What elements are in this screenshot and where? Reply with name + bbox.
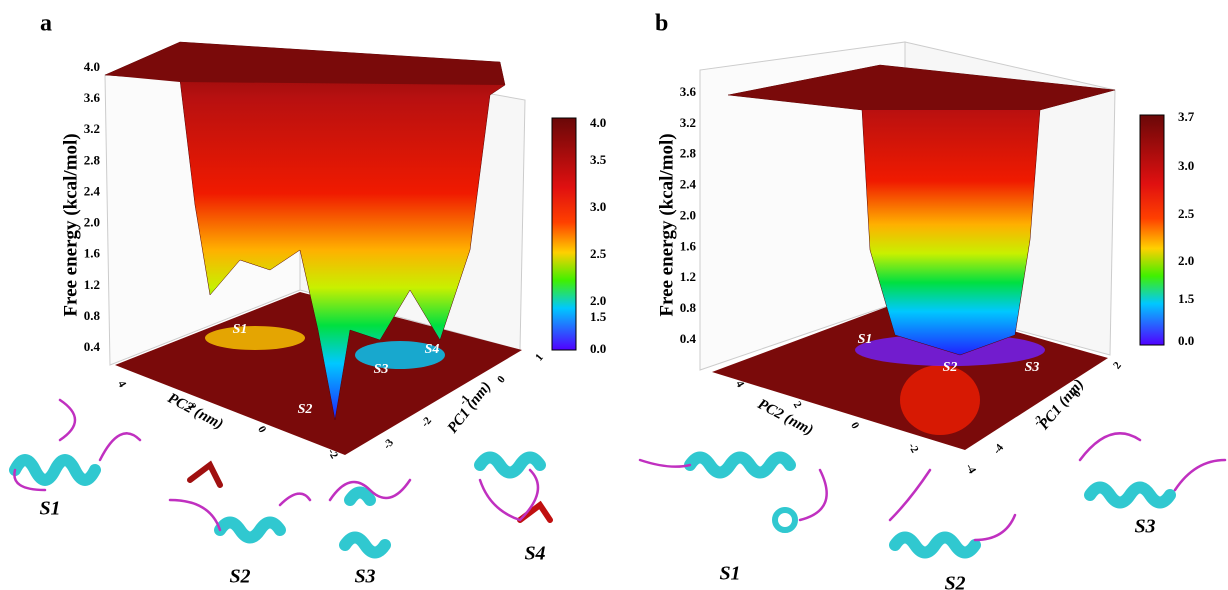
x-tick-label: 1 bbox=[533, 352, 546, 364]
colorbar-tick-label: 0.0 bbox=[590, 341, 606, 356]
z-tick-label: 3.2 bbox=[680, 115, 696, 130]
z-axis-title: Free energy (kcal/mol) bbox=[656, 133, 677, 316]
state-label: S1 bbox=[233, 322, 248, 337]
y-tick-label: 2 bbox=[791, 400, 804, 411]
y-tick-label: 0 bbox=[255, 424, 268, 435]
panel-label: b bbox=[655, 11, 668, 37]
colorbar-tick-label: 3.5 bbox=[590, 152, 607, 167]
z-tick-label: 1.2 bbox=[84, 277, 100, 292]
z-tick-label: 1.6 bbox=[680, 238, 697, 253]
structure-label: S2 bbox=[229, 566, 250, 588]
state-label: S1 bbox=[858, 332, 873, 347]
z-tick-label: 2.4 bbox=[84, 183, 101, 198]
colorbar-tick-label: 1.5 bbox=[590, 309, 607, 324]
x-tick-label: 2 bbox=[1111, 359, 1124, 371]
state-label: S3 bbox=[1025, 360, 1040, 375]
y-tick-label: 2 bbox=[185, 401, 198, 412]
structure-label: S3 bbox=[354, 566, 375, 588]
colorbar-tick-label: 2.0 bbox=[1178, 253, 1194, 268]
colorbar bbox=[551, 117, 577, 351]
z-tick-label: 2.0 bbox=[680, 207, 696, 222]
x-tick-label: -2 bbox=[419, 414, 434, 429]
panel-a-art bbox=[104, 41, 526, 455]
y-tick-label: 4 bbox=[733, 379, 746, 390]
colorbar-tick-label: 3.0 bbox=[1178, 158, 1194, 173]
z-tick-label: 3.6 bbox=[680, 84, 697, 99]
z-axis-title: Free energy (kcal/mol) bbox=[60, 133, 81, 316]
y-tick-label: -2 bbox=[906, 441, 921, 455]
z-tick-label: 0.8 bbox=[84, 308, 101, 323]
state-label: S2 bbox=[298, 402, 313, 417]
z-tick-label: 0.8 bbox=[680, 300, 697, 315]
x-tick-label: -3 bbox=[381, 436, 396, 451]
colorbar-tick-label: 1.5 bbox=[1178, 291, 1195, 306]
structure-label: S1 bbox=[719, 563, 740, 585]
z-tick-label: 2.8 bbox=[84, 152, 101, 167]
z-tick-label: 3.6 bbox=[84, 90, 101, 105]
z-tick-label: 0.4 bbox=[680, 331, 697, 346]
x-tick-label: -4 bbox=[991, 441, 1006, 456]
structure-label: S1 bbox=[39, 498, 60, 520]
structure-label: S4 bbox=[524, 543, 545, 565]
z-tick-label: 1.6 bbox=[84, 246, 101, 261]
colorbar-tick-label: 3.0 bbox=[590, 199, 606, 214]
colorbar-tick-label: 2.5 bbox=[590, 246, 607, 261]
colorbar bbox=[1139, 114, 1165, 346]
y-tick-label: 4 bbox=[115, 379, 128, 390]
structure-label: S2 bbox=[944, 573, 965, 590]
z-tick-label: 0.4 bbox=[84, 339, 101, 354]
z-tick-label: 1.2 bbox=[680, 269, 696, 284]
z-tick-label: 2.4 bbox=[680, 177, 697, 192]
colorbar-tick-label: 2.0 bbox=[590, 293, 606, 308]
colorbar-tick-label: 0.0 bbox=[1178, 333, 1194, 348]
state-label: S2 bbox=[943, 360, 958, 375]
colorbar-tick-label: 2.5 bbox=[1178, 206, 1195, 221]
state-label: S4 bbox=[425, 342, 440, 357]
z-tick-label: 2.0 bbox=[84, 215, 100, 230]
protein-cartoons bbox=[9, 398, 1227, 559]
panel-label: a bbox=[40, 11, 52, 37]
x-tick-label: 0 bbox=[495, 373, 508, 385]
y-tick-label: -4 bbox=[963, 462, 978, 476]
colorbar-tick-label: 3.7 bbox=[1178, 109, 1195, 124]
panel-b-art bbox=[699, 41, 1116, 450]
y-tick-label: 0 bbox=[848, 420, 861, 431]
z-tick-label: 4.0 bbox=[84, 59, 100, 74]
z-tick-label: 2.8 bbox=[680, 146, 697, 161]
colorbar-tick-label: 4.0 bbox=[590, 115, 606, 130]
structure-label: S3 bbox=[1134, 516, 1155, 538]
z-tick-label: 3.2 bbox=[84, 121, 100, 136]
state-label: S3 bbox=[374, 362, 389, 377]
y-axis-title: PC2 (nm) bbox=[755, 396, 816, 438]
